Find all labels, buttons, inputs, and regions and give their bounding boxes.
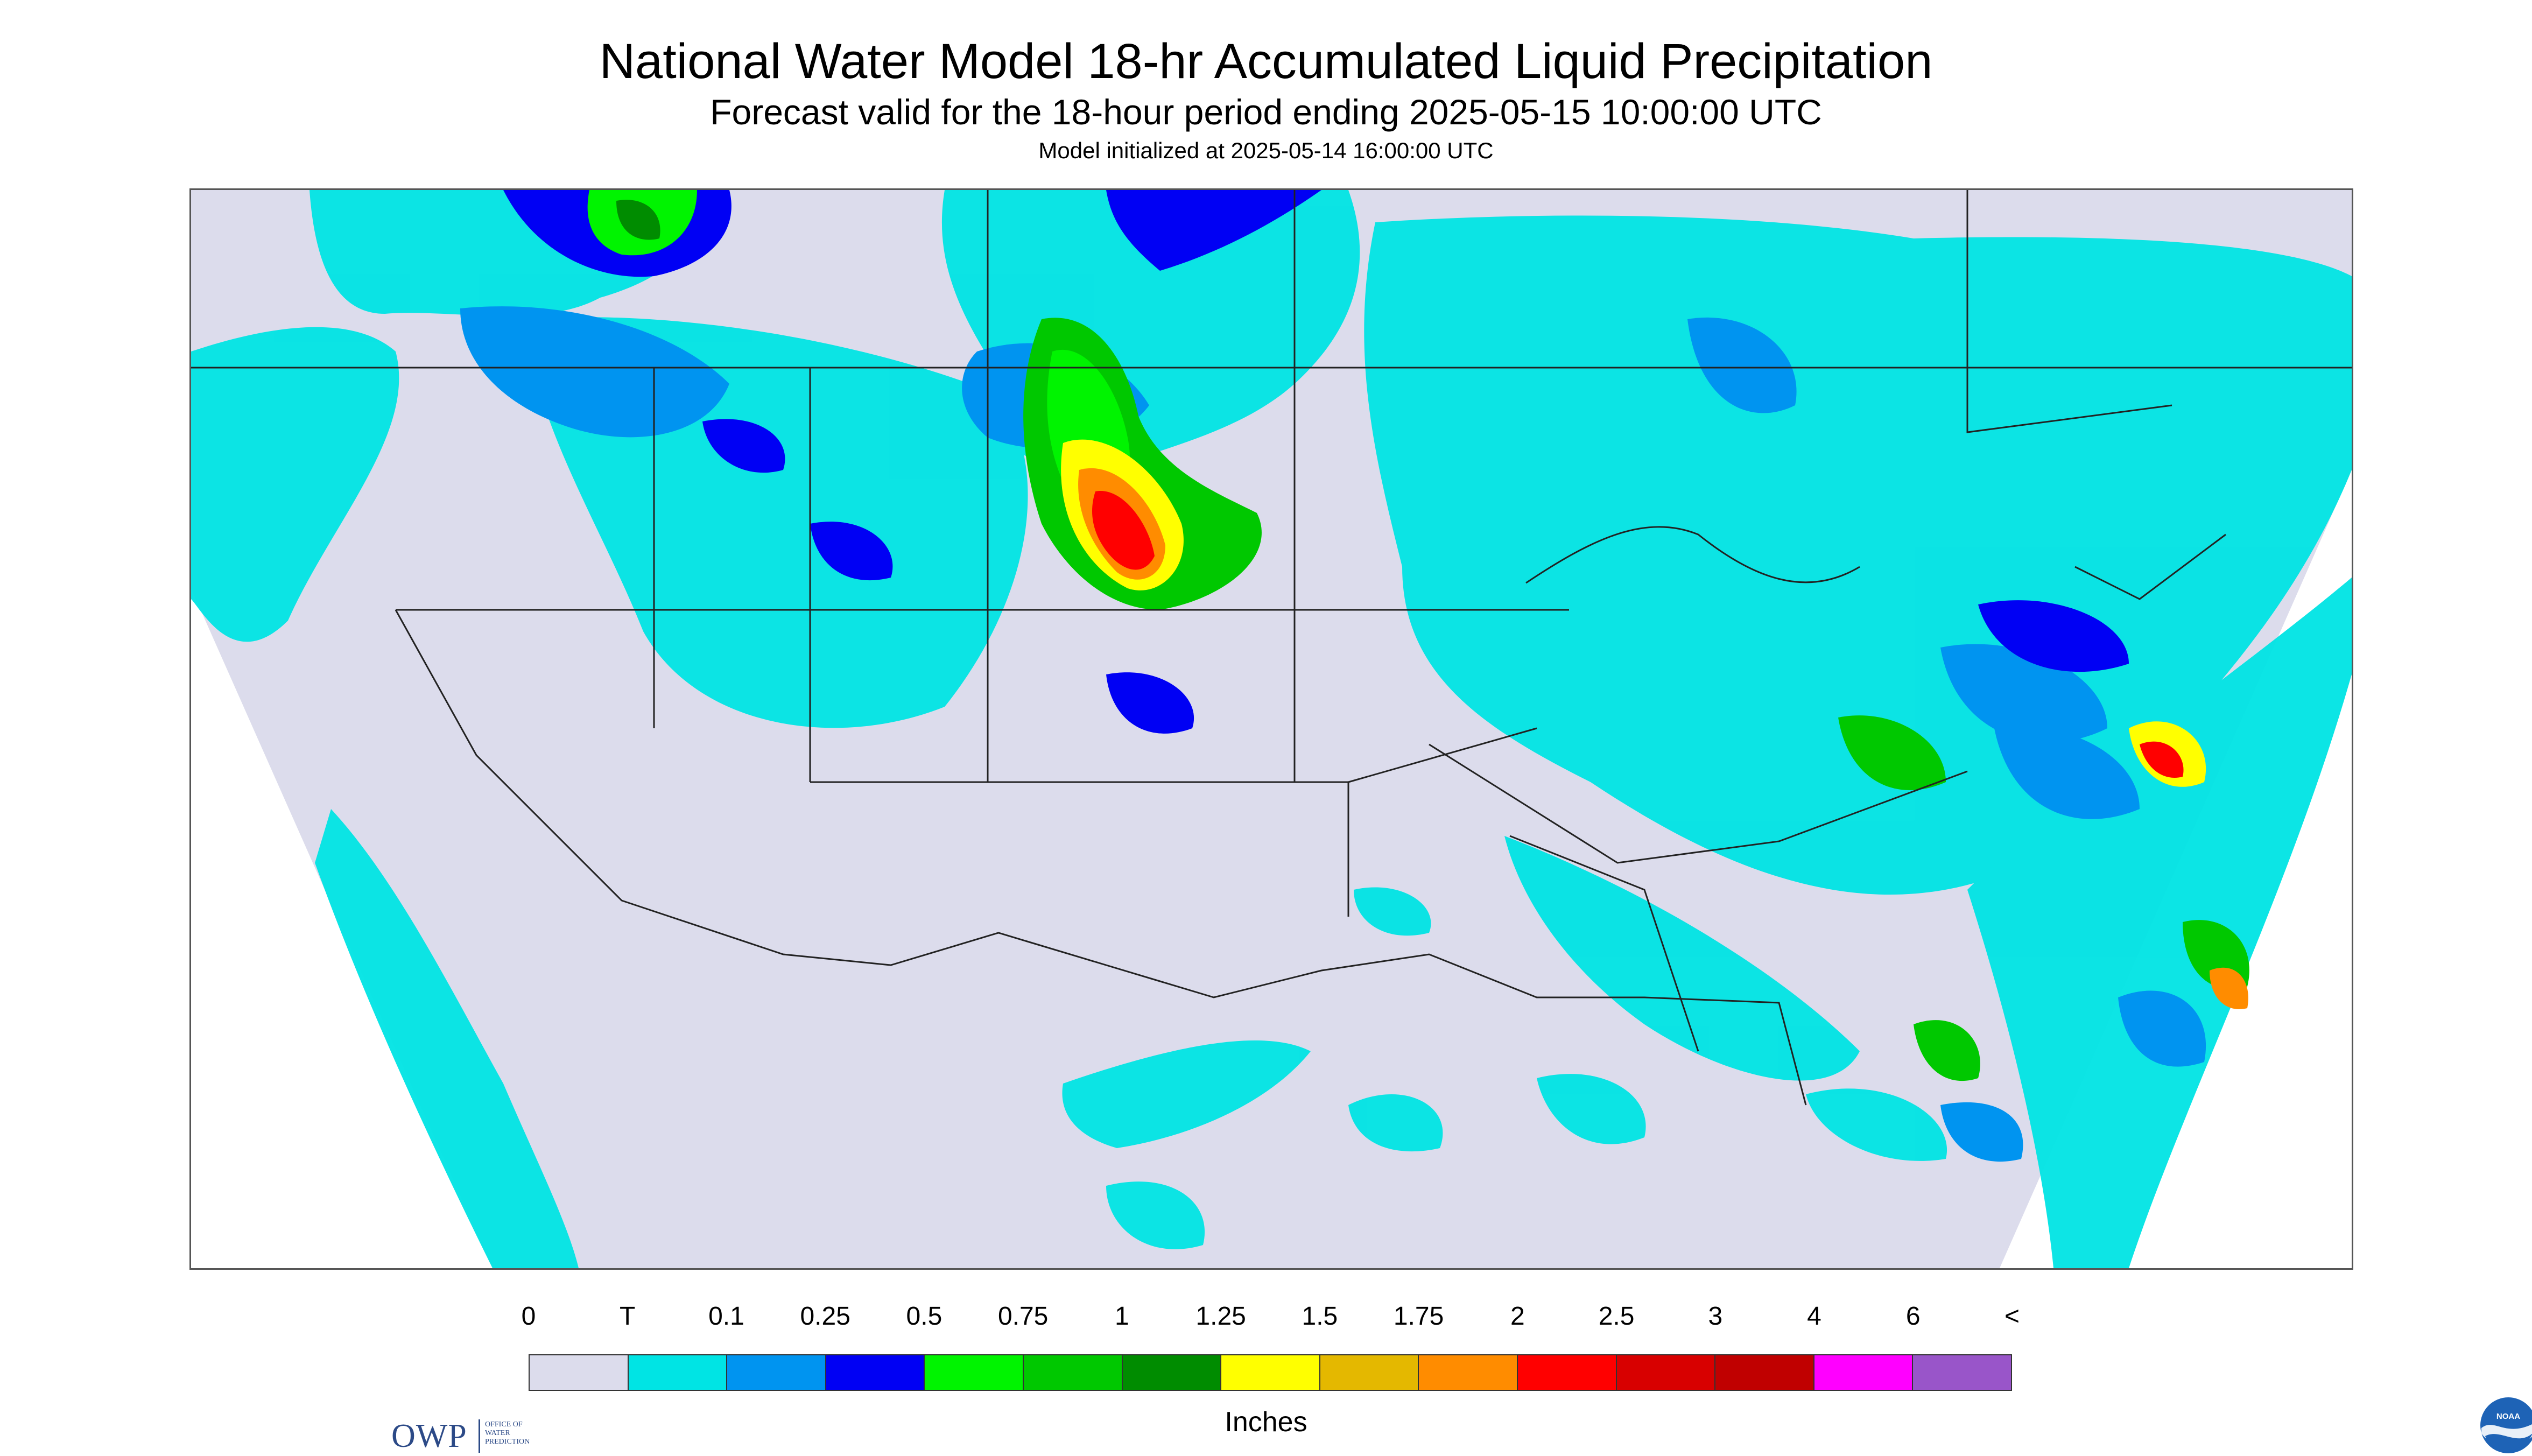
legend-label: 0.25 bbox=[800, 1302, 850, 1331]
model-init-line: Model initialized at 2025-05-14 16:00:00… bbox=[1038, 138, 1494, 163]
legend-labels: 0 T 0.1 0.25 0.5 0.75 1 1.25 1.5 1.75 2 2.5 3 4 6 < bbox=[0, 1302, 2532, 1339]
precip-extreme-areas bbox=[1061, 439, 2248, 1009]
legend-label: 6 bbox=[1905, 1302, 1921, 1331]
legend-swatch bbox=[1419, 1355, 1518, 1390]
noaa-logo: NOAA bbox=[2479, 1396, 2532, 1455]
legend-label: 0.75 bbox=[997, 1302, 1049, 1331]
noaa-logo-graphic bbox=[2480, 1397, 2532, 1453]
legend-label: 2 bbox=[1510, 1302, 1525, 1331]
precip-trace-areas bbox=[191, 190, 2352, 1268]
legend-label: 1 bbox=[1115, 1302, 1129, 1331]
legend-label: 0 bbox=[521, 1302, 536, 1331]
legend-label: 3 bbox=[1708, 1302, 1723, 1331]
legend-swatch bbox=[925, 1355, 1024, 1390]
legend-label: 0.1 bbox=[708, 1302, 744, 1331]
map-canvas bbox=[191, 190, 2352, 1268]
legend-swatch bbox=[727, 1355, 826, 1390]
legend-swatch bbox=[1616, 1355, 1716, 1390]
owp-logo-mark: OWP bbox=[391, 1418, 467, 1454]
legend-swatch bbox=[1221, 1355, 1320, 1390]
legend-label: 1.25 bbox=[1195, 1302, 1246, 1331]
legend-swatch bbox=[1023, 1355, 1123, 1390]
legend-label: 4 bbox=[1807, 1302, 1821, 1331]
legend-swatch bbox=[1913, 1355, 2011, 1390]
legend-swatch bbox=[628, 1355, 728, 1390]
legend-swatch bbox=[1814, 1355, 1914, 1390]
legend-swatch bbox=[1320, 1355, 1419, 1390]
map-subtitle: Forecast valid for the 18-hour period en… bbox=[710, 92, 1822, 132]
legend-swatch bbox=[826, 1355, 925, 1390]
legend-label: 1.5 bbox=[1302, 1302, 1338, 1331]
political-boundaries bbox=[191, 190, 2352, 1106]
legend-colorbar bbox=[529, 1354, 2012, 1391]
owp-logo: OWP OFFICE OF WATER PREDICTION bbox=[391, 1413, 564, 1456]
legend-label: 0.5 bbox=[906, 1302, 943, 1331]
legend-swatch bbox=[1715, 1355, 1814, 1390]
map-title: National Water Model 18-hr Accumulated L… bbox=[599, 34, 1933, 89]
legend-label: 2.5 bbox=[1598, 1302, 1635, 1331]
legend-swatch bbox=[530, 1355, 629, 1390]
noaa-logo-mark: NOAA bbox=[2496, 1412, 2521, 1421]
legend-label: 1.75 bbox=[1393, 1302, 1444, 1331]
legend-units: Inches bbox=[1225, 1406, 1307, 1438]
legend-label: < bbox=[2004, 1302, 2020, 1331]
precipitation-map: OWP OFFICE OF WATER PREDICTION NOAA bbox=[189, 188, 2532, 1454]
legend-swatch bbox=[1122, 1355, 1222, 1390]
owp-logo-name: OFFICE OF WATER PREDICTION bbox=[485, 1420, 530, 1446]
legend-label: T bbox=[620, 1302, 636, 1331]
legend-swatch bbox=[1517, 1355, 1617, 1390]
owp-logo-divider bbox=[479, 1419, 480, 1453]
